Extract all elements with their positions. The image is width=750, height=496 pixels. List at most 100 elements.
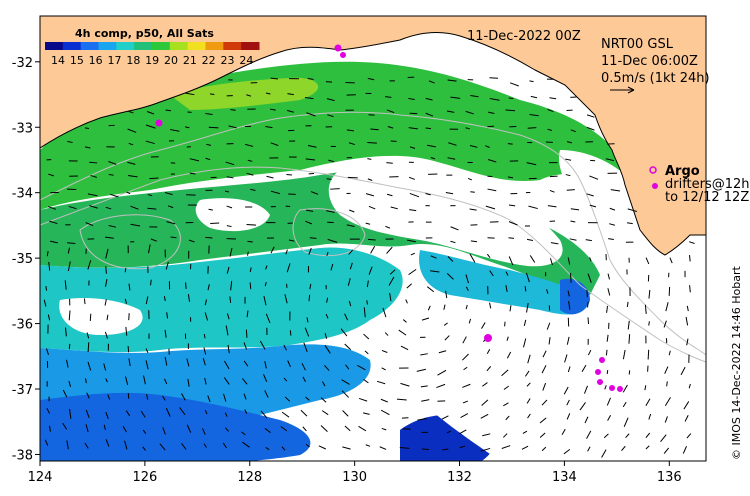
current-vector [470, 240, 478, 243]
current-vector [189, 158, 200, 162]
current-vector [341, 379, 350, 385]
y-tick-label: -38 [12, 448, 33, 463]
current-vector [270, 246, 275, 254]
current-vector [128, 358, 131, 367]
current-vector [108, 161, 117, 165]
current-vector [342, 446, 351, 450]
current-vector [381, 367, 386, 371]
cloud-gap-5 [559, 150, 706, 300]
current-vector [409, 209, 417, 212]
current-vector [127, 128, 137, 133]
current-vector [688, 383, 691, 389]
current-vector [142, 429, 147, 434]
current-vector [62, 422, 68, 430]
current-vector [546, 289, 549, 294]
current-vector [367, 158, 372, 160]
current-vector [486, 366, 492, 372]
current-vector [609, 223, 616, 226]
current-vector [605, 349, 608, 356]
current-vector [586, 126, 595, 131]
current-vector [242, 441, 250, 448]
sst-patch-yellow-green [170, 77, 319, 110]
current-vector [508, 97, 514, 100]
legend-title: 4h comp, p50, All Sats [75, 27, 214, 40]
current-vector [366, 300, 368, 305]
current-vector [310, 191, 319, 195]
current-vector [589, 204, 597, 208]
x-tick-label: 134 [552, 470, 577, 485]
current-vector [523, 338, 527, 348]
current-vector [149, 177, 159, 180]
current-vector [583, 385, 588, 394]
current-vector [104, 299, 107, 306]
current-vector [127, 393, 130, 399]
current-vector [286, 173, 292, 176]
current-vector [265, 92, 271, 95]
current-vector [447, 157, 456, 160]
current-vector [400, 382, 410, 387]
current-vector [430, 255, 437, 259]
current-vector [368, 205, 376, 210]
current-vector [181, 442, 187, 450]
current-vector [124, 298, 127, 304]
current-vector [65, 327, 67, 337]
current-vector [288, 239, 295, 242]
current-vector [43, 299, 47, 307]
current-vector [349, 262, 353, 270]
current-vector [663, 320, 667, 328]
current-vector [85, 409, 90, 419]
current-vector [467, 177, 473, 181]
current-vector [66, 440, 69, 450]
current-vector [223, 377, 230, 385]
current-vector [480, 447, 491, 452]
current-vector [308, 247, 312, 255]
current-vector [465, 127, 470, 130]
current-vector [345, 364, 350, 370]
current-vector [46, 348, 49, 356]
current-vector [225, 427, 229, 432]
current-vector [185, 282, 187, 289]
current-vector [385, 96, 392, 98]
current-vector [328, 159, 335, 163]
current-vector [567, 257, 571, 265]
drifter-marker [597, 379, 603, 385]
current-vector [367, 178, 373, 181]
current-vector [587, 273, 592, 283]
y-axis: -32 -33 -34 -35 -36 -37 -38 [12, 56, 40, 463]
current-vector [127, 174, 138, 178]
current-vector [606, 397, 611, 406]
current-vector [628, 334, 631, 344]
current-vector [505, 285, 508, 292]
current-vector [509, 305, 512, 312]
current-vector [425, 192, 431, 196]
current-vector [506, 336, 509, 341]
current-vector [226, 225, 232, 228]
current-vector [346, 224, 355, 227]
current-vector [508, 221, 518, 226]
current-vector [379, 446, 387, 450]
current-vector [462, 336, 467, 344]
current-vector [189, 172, 196, 175]
current-vector [145, 348, 149, 354]
land-australia [40, 16, 706, 255]
current-vector [459, 445, 466, 449]
current-vector [324, 364, 330, 371]
current-vector [246, 223, 257, 226]
drifter-marker [599, 357, 605, 363]
current-vector [67, 242, 76, 245]
current-vector [147, 207, 157, 210]
current-vector [365, 193, 375, 197]
current-vector [125, 410, 131, 417]
current-vector [550, 242, 559, 245]
current-vector [186, 424, 192, 433]
current-vector [501, 445, 511, 449]
current-vector [605, 158, 614, 162]
current-vector [645, 445, 650, 450]
coastline [40, 32, 706, 256]
cloud-gap-1 [328, 164, 563, 267]
current-vector [465, 304, 468, 310]
current-vector [105, 266, 107, 274]
current-vector [364, 350, 369, 355]
x-tick-label: 126 [132, 470, 157, 485]
current-vector [321, 410, 329, 416]
